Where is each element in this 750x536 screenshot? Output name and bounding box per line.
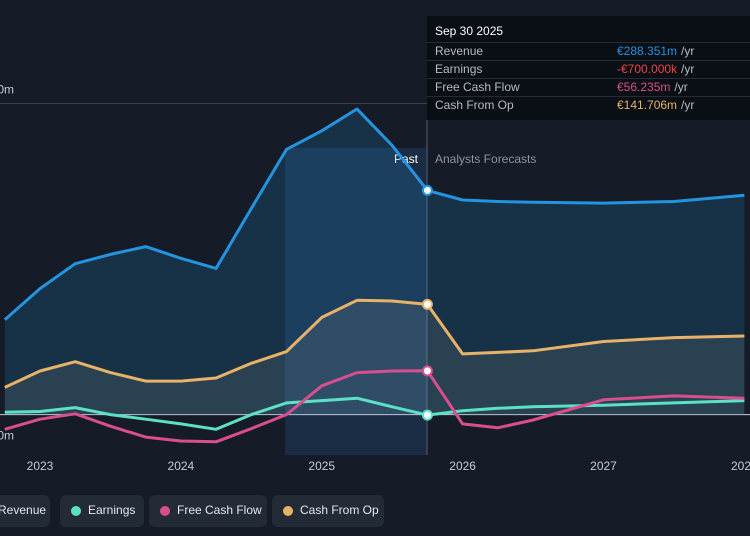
legend-button	[0, 495, 50, 527]
area	[4, 109, 745, 415]
legend-label: Cash From Op	[300, 503, 379, 517]
legend-swatch	[71, 506, 81, 516]
tooltip-label: Cash From Op	[435, 98, 514, 112]
tooltip-label: Free Cash Flow	[435, 80, 520, 94]
tooltip-value: -€700.000k	[617, 62, 678, 76]
x-tick-label: 2024	[168, 459, 195, 473]
series-line	[4, 298, 745, 389]
tooltip-row: Revenue €288.351m/yr	[427, 42, 750, 60]
legend-button	[272, 495, 384, 527]
x-tick-label: 2026	[449, 459, 476, 473]
legend-label: Earnings	[88, 503, 135, 517]
tooltip-unit: /yr	[674, 80, 688, 94]
tooltip-unit: /yr	[681, 44, 695, 58]
legend-label: Revenue	[0, 503, 46, 517]
point-marker	[421, 365, 433, 377]
x-tick-label: 2023	[27, 459, 54, 473]
series-line	[4, 369, 745, 444]
point-marker	[421, 298, 433, 310]
forecast-label: Analysts Forecasts	[435, 152, 536, 166]
legend-item[interactable]: Cash From Op	[272, 495, 384, 527]
tooltip-row: Free Cash Flow €56.235m/yr	[427, 78, 750, 96]
x-tick-label: 2028	[731, 459, 750, 473]
legend-label: Free Cash Flow	[177, 503, 262, 517]
legend-button	[60, 495, 144, 527]
y-tick-label: €0m	[0, 429, 14, 443]
series-line	[3, 107, 745, 321]
tooltip-value: €141.706m	[617, 98, 678, 112]
point-marker	[421, 184, 433, 196]
tooltip-value: €56.235m	[617, 80, 671, 94]
tooltip-value: €288.351m	[617, 44, 678, 58]
legend-swatch	[160, 506, 170, 516]
tooltip: Sep 30 2025 Revenue €288.351m/yr Earnings -…	[427, 16, 750, 120]
tooltip-row: Earnings -€700.000k/yr	[427, 60, 750, 78]
tooltip-label: Earnings	[435, 62, 483, 76]
series-line	[4, 396, 745, 431]
tooltip-label: Revenue	[435, 44, 484, 58]
x-tick-label: 2025	[308, 459, 335, 473]
area	[4, 300, 745, 415]
x-tick-label: 2027	[590, 459, 617, 473]
tooltip-title: Sep 30 2025	[435, 24, 504, 38]
tooltip-unit: /yr	[681, 62, 695, 76]
tooltip-row: Cash From Op €141.706m/yr	[427, 96, 750, 114]
point-marker	[421, 409, 433, 421]
legend-item[interactable]: Earnings	[60, 495, 144, 527]
legend-button	[149, 495, 267, 527]
tooltip-unit: /yr	[681, 98, 695, 112]
legend-item[interactable]: Revenue	[0, 495, 50, 527]
legend-item[interactable]: Free Cash Flow	[149, 495, 267, 527]
legend-swatch	[283, 506, 293, 516]
y-tick-label: €400m	[0, 83, 14, 97]
